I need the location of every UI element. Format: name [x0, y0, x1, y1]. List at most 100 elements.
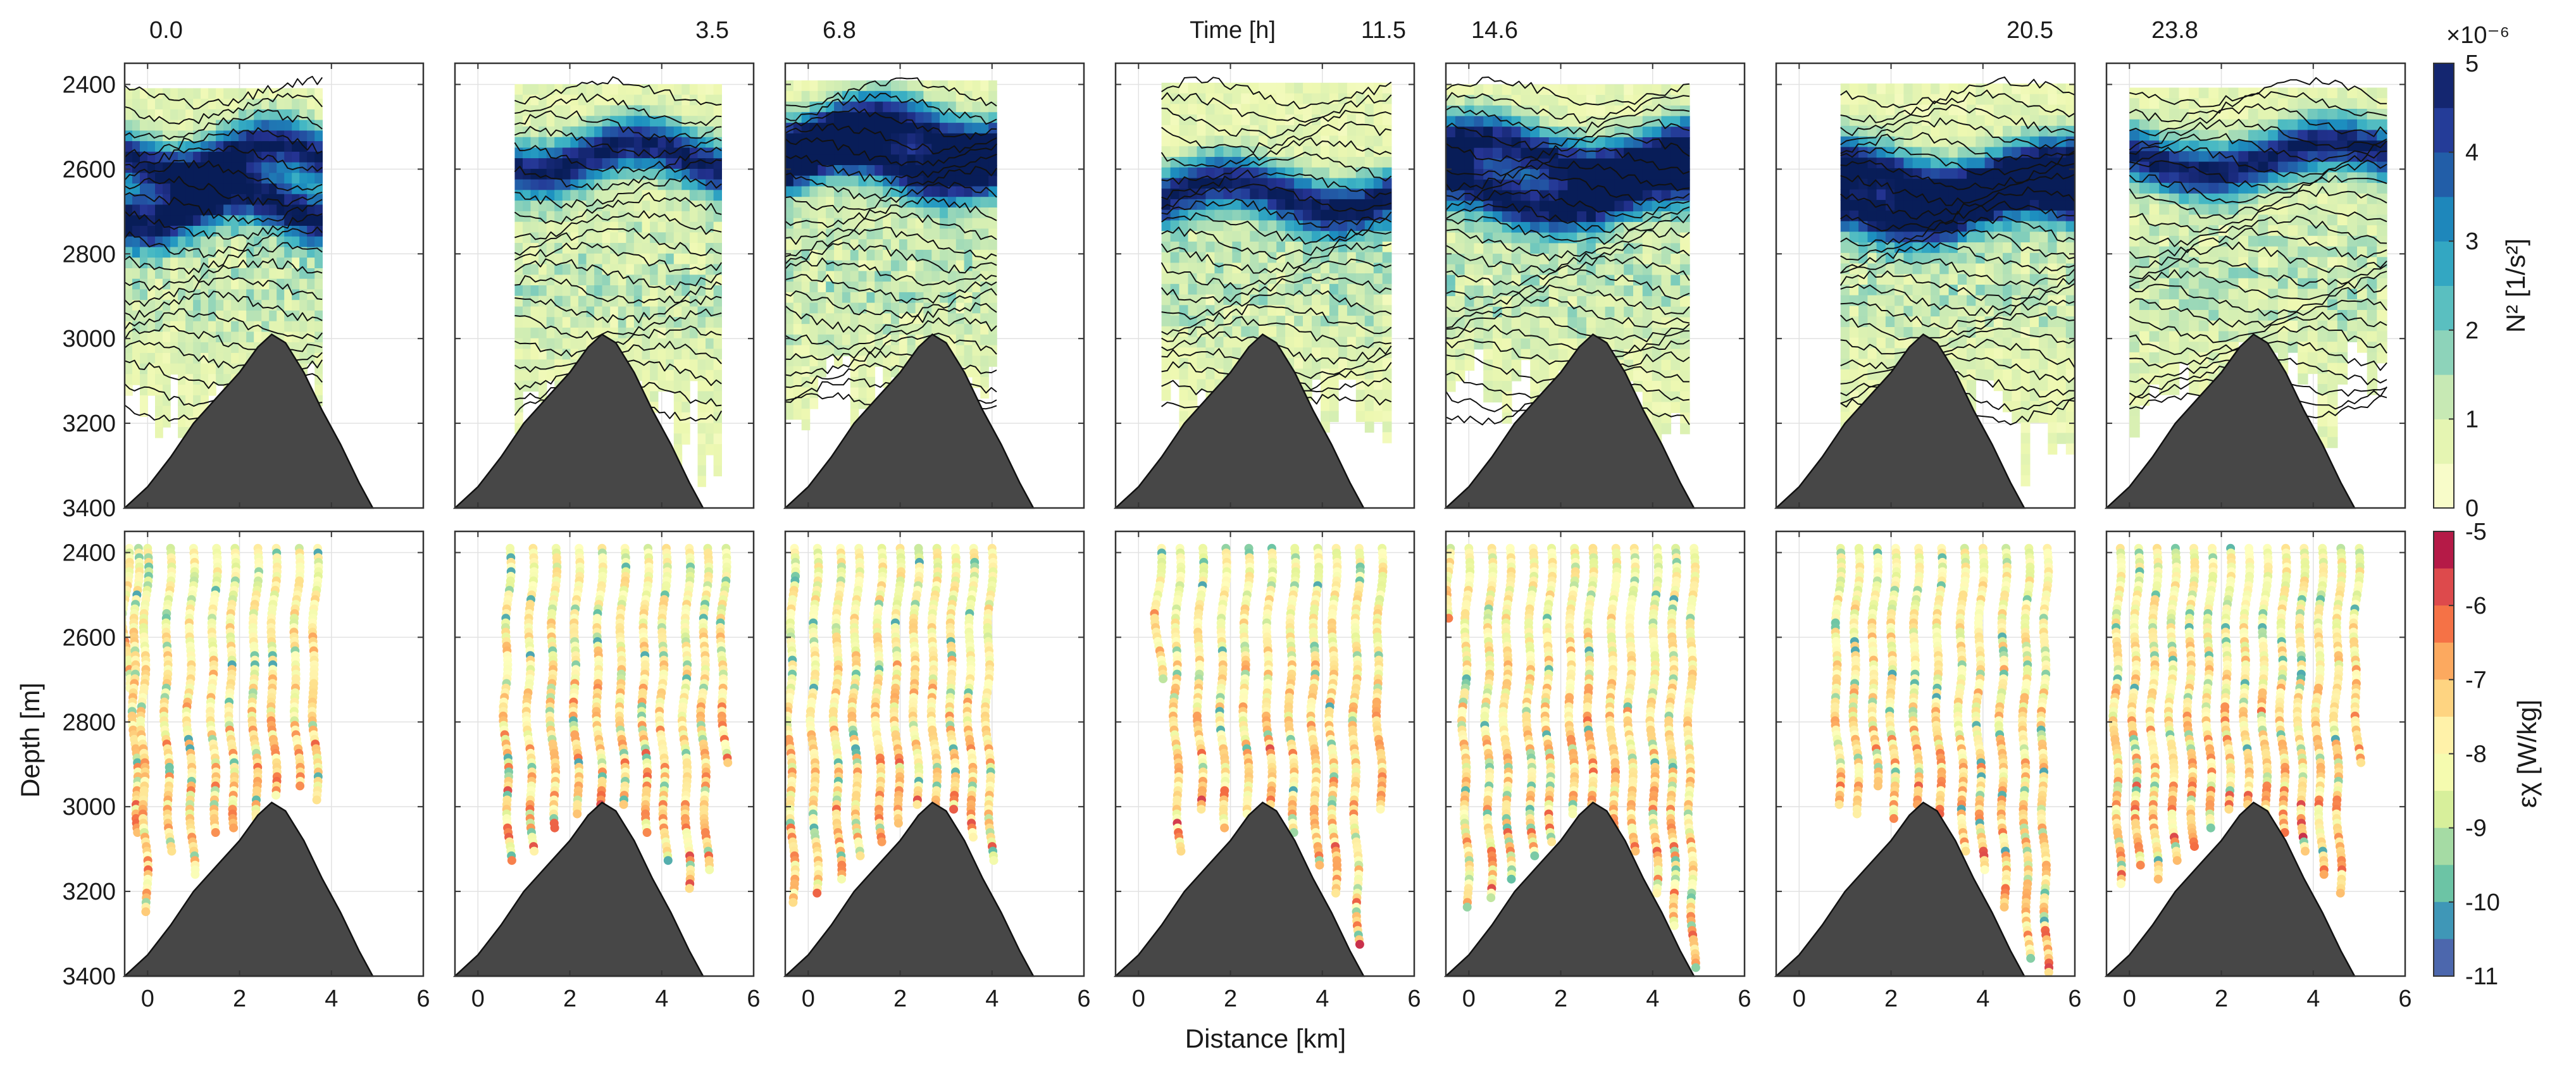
n2-cell: [246, 215, 254, 226]
isopycnal-line: [785, 242, 997, 274]
n2-cell: [523, 137, 532, 149]
n2-cell: [633, 94, 643, 106]
n2-cell: [1502, 381, 1512, 392]
isopycnal-line: [1160, 121, 1391, 154]
n2-cell: [1241, 273, 1251, 285]
n2-cell: [1455, 84, 1465, 96]
n2-cell: [530, 264, 539, 275]
n2-cell: [1652, 232, 1662, 244]
n2-cell: [1223, 231, 1233, 242]
n2-cell: [1355, 199, 1366, 211]
n2-cell: [1652, 84, 1662, 96]
n2-cell: [793, 376, 802, 388]
n2-cell: [826, 207, 835, 219]
n2-cell: [1967, 359, 1977, 370]
n2-cell: [1885, 200, 1895, 211]
n2-cell: [1250, 326, 1260, 338]
n2-cell: [618, 211, 627, 223]
n2-cell: [1382, 283, 1392, 295]
n2-cell: [1276, 241, 1286, 253]
n2-cell: [907, 302, 916, 314]
n2-cell: [2065, 380, 2075, 392]
n2-cell: [1179, 241, 1189, 253]
n2-cell: [657, 243, 666, 254]
n2-cell: [1558, 169, 1569, 180]
n2-cell: [132, 289, 140, 300]
n2-cell: [2048, 369, 2058, 381]
n2-cell: [972, 324, 981, 335]
n2-cell: [642, 158, 650, 170]
n2-cell: [1558, 179, 1569, 191]
n2-cell: [239, 151, 247, 163]
n2-cell: [254, 321, 262, 333]
n2-cell: [1912, 115, 1922, 127]
n2-cell: [562, 306, 571, 318]
n2-cell: [140, 352, 148, 364]
n2-cell: [216, 130, 224, 142]
y-tick-label: 2400: [62, 71, 116, 98]
n2-cell: [1680, 169, 1690, 180]
n2-cell: [874, 101, 883, 113]
n2-cell: [1464, 243, 1475, 254]
n2-cell: [132, 300, 140, 311]
n2-cell: [1530, 147, 1540, 159]
n2-cell: [246, 310, 254, 322]
n2-cell: [307, 247, 315, 258]
n2-cell: [261, 300, 270, 311]
n2-cell: [1294, 209, 1304, 221]
n2-cell: [642, 221, 650, 233]
n2-cell: [1605, 105, 1615, 117]
n2-cell: [793, 366, 802, 378]
n2-cell: [1530, 137, 1540, 149]
n2-cell: [1652, 264, 1662, 276]
n2-cell: [1483, 116, 1493, 127]
n2-cell: [546, 179, 556, 191]
n2-cell: [1446, 381, 1456, 392]
n2-cell: [689, 327, 699, 339]
n2-cell: [1633, 201, 1643, 212]
n2-cell: [1921, 242, 1931, 254]
n2-cell: [689, 275, 699, 286]
n2-cell: [1179, 199, 1189, 211]
isopycnal-line: [785, 107, 997, 140]
n2-cell: [940, 282, 949, 293]
n2-cell: [1680, 95, 1690, 106]
n2-cell: [1179, 411, 1189, 423]
n2-cell: [899, 175, 908, 187]
n2-cell: [2159, 278, 2170, 290]
n2-cell: [1294, 241, 1304, 253]
n2-cell: [826, 154, 835, 166]
n2-cell: [1464, 254, 1475, 265]
n2-cell: [697, 253, 706, 265]
n2-cell: [2012, 369, 2022, 381]
n2-cell: [650, 94, 659, 106]
n2-cell: [2003, 125, 2012, 137]
n2-cell: [2159, 87, 2170, 99]
n2-cell: [931, 90, 940, 102]
n2-cell: [633, 285, 643, 297]
n2-cell: [1483, 391, 1493, 403]
n2-cell: [2056, 252, 2067, 264]
n2-cell: [923, 260, 932, 272]
n2-cell: [1586, 221, 1596, 233]
n2-cell: [1188, 82, 1198, 94]
n2-cell: [1285, 93, 1295, 105]
n2-cell: [261, 99, 270, 110]
n2-cell: [594, 94, 603, 106]
n2-cell: [201, 141, 209, 152]
n2-cell: [314, 310, 323, 322]
n2-cell: [155, 385, 163, 396]
n2-cell: [1577, 84, 1587, 96]
n2-cell: [1840, 94, 1850, 106]
isopycnal-line: [1446, 172, 1690, 206]
n2-cell: [1214, 220, 1224, 232]
isopycnal-line: [514, 110, 722, 143]
n2-cell: [246, 88, 254, 99]
n2-cell: [1464, 179, 1475, 191]
n2-cell: [626, 137, 635, 149]
n2-cell: [570, 116, 579, 127]
n2-cell: [1259, 125, 1268, 137]
n2-cell: [681, 201, 690, 212]
n2-cell: [530, 126, 539, 138]
n2-cell: [170, 257, 178, 269]
